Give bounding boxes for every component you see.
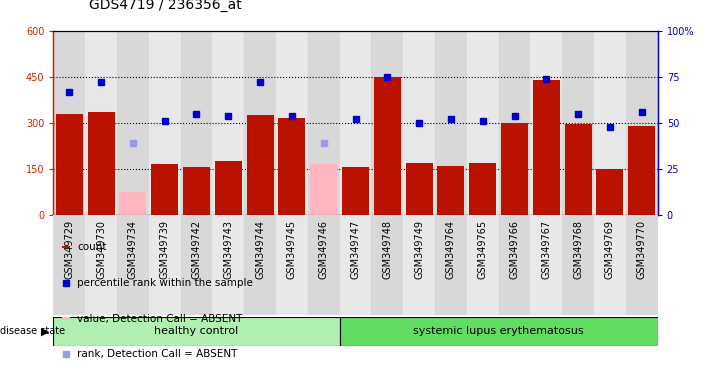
Bar bbox=[55, 114, 82, 215]
Text: GSM349769: GSM349769 bbox=[605, 220, 615, 279]
Bar bbox=[626, 31, 658, 215]
Bar bbox=[374, 77, 401, 215]
Bar bbox=[403, 215, 435, 315]
Text: GSM349765: GSM349765 bbox=[478, 220, 488, 279]
Bar bbox=[371, 31, 403, 215]
Bar bbox=[119, 192, 146, 215]
Bar bbox=[340, 31, 371, 215]
Text: GSM349742: GSM349742 bbox=[191, 220, 201, 279]
Text: value, Detection Call = ABSENT: value, Detection Call = ABSENT bbox=[77, 314, 242, 324]
Text: GSM349729: GSM349729 bbox=[64, 220, 74, 279]
Bar bbox=[87, 112, 114, 215]
Bar bbox=[533, 80, 560, 215]
Bar bbox=[498, 215, 530, 315]
Bar bbox=[215, 161, 242, 215]
Bar bbox=[530, 215, 562, 315]
Bar bbox=[117, 31, 149, 215]
Bar bbox=[594, 215, 626, 315]
Bar bbox=[565, 124, 592, 215]
Text: GSM349730: GSM349730 bbox=[96, 220, 106, 279]
Text: GSM349746: GSM349746 bbox=[319, 220, 328, 279]
Text: GSM349743: GSM349743 bbox=[223, 220, 233, 279]
Bar bbox=[53, 317, 340, 346]
Bar bbox=[213, 31, 244, 215]
Bar bbox=[467, 215, 498, 315]
Bar bbox=[244, 31, 276, 215]
Bar bbox=[149, 31, 181, 215]
Bar bbox=[53, 215, 85, 315]
Bar bbox=[183, 167, 210, 215]
Bar bbox=[594, 31, 626, 215]
Bar bbox=[308, 215, 340, 315]
Bar bbox=[597, 169, 624, 215]
Bar bbox=[308, 31, 340, 215]
Bar bbox=[626, 215, 658, 315]
Text: GSM349748: GSM349748 bbox=[383, 220, 392, 279]
Bar bbox=[371, 215, 403, 315]
Bar bbox=[629, 126, 656, 215]
Bar bbox=[53, 31, 85, 215]
Bar bbox=[63, 317, 70, 319]
Bar bbox=[244, 215, 276, 315]
Text: systemic lupus erythematosus: systemic lupus erythematosus bbox=[413, 326, 584, 336]
Bar bbox=[501, 123, 528, 215]
Bar bbox=[181, 31, 213, 215]
Text: GSM349747: GSM349747 bbox=[351, 220, 360, 279]
Text: GSM349745: GSM349745 bbox=[287, 220, 297, 279]
Text: GSM349744: GSM349744 bbox=[255, 220, 265, 279]
Bar bbox=[469, 163, 496, 215]
Text: GDS4719 / 236356_at: GDS4719 / 236356_at bbox=[89, 0, 242, 12]
Text: count: count bbox=[77, 242, 107, 252]
Text: GSM349768: GSM349768 bbox=[573, 220, 583, 279]
Bar bbox=[181, 215, 213, 315]
Bar bbox=[276, 31, 308, 215]
Bar bbox=[149, 215, 181, 315]
Text: GSM349766: GSM349766 bbox=[510, 220, 520, 279]
Text: GSM349770: GSM349770 bbox=[637, 220, 647, 279]
Bar bbox=[247, 115, 274, 215]
Text: percentile rank within the sample: percentile rank within the sample bbox=[77, 278, 253, 288]
Text: GSM349749: GSM349749 bbox=[414, 220, 424, 279]
Text: healthy control: healthy control bbox=[154, 326, 239, 336]
Bar bbox=[467, 31, 498, 215]
Text: GSM349739: GSM349739 bbox=[160, 220, 170, 279]
Bar bbox=[437, 166, 464, 215]
Bar bbox=[498, 31, 530, 215]
Bar bbox=[530, 31, 562, 215]
Bar bbox=[117, 215, 149, 315]
Text: disease state: disease state bbox=[0, 326, 65, 336]
Bar bbox=[85, 31, 117, 215]
Bar bbox=[279, 118, 306, 215]
Bar bbox=[85, 215, 117, 315]
Text: GSM349764: GSM349764 bbox=[446, 220, 456, 279]
Bar bbox=[435, 215, 467, 315]
Text: rank, Detection Call = ABSENT: rank, Detection Call = ABSENT bbox=[77, 349, 237, 359]
Bar bbox=[276, 215, 308, 315]
Bar bbox=[340, 317, 658, 346]
Bar bbox=[63, 246, 70, 248]
Bar bbox=[562, 215, 594, 315]
Bar bbox=[310, 164, 337, 215]
Bar bbox=[562, 31, 594, 215]
Bar bbox=[403, 31, 435, 215]
Text: GSM349734: GSM349734 bbox=[128, 220, 138, 279]
Bar bbox=[213, 215, 244, 315]
Text: ▶: ▶ bbox=[41, 326, 50, 336]
Bar bbox=[340, 215, 371, 315]
Bar bbox=[435, 31, 467, 215]
Bar bbox=[405, 163, 432, 215]
Bar bbox=[151, 164, 178, 215]
Bar bbox=[342, 167, 369, 215]
Text: GSM349767: GSM349767 bbox=[541, 220, 551, 279]
